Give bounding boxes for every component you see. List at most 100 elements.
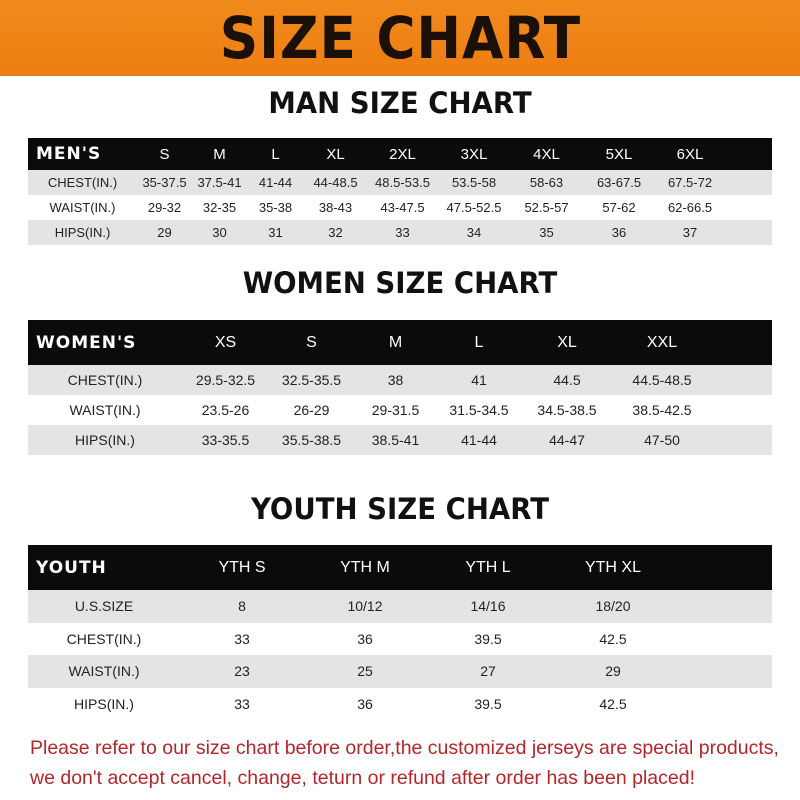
cell: S	[306, 333, 317, 351]
cell: S	[159, 145, 170, 163]
cell: 33	[395, 225, 410, 240]
banner: SIZE CHART	[0, 0, 800, 76]
table-row: CHEST(IN.) 29.5-32.5 32.5-35.5 38 41 44.5 44.5…	[28, 365, 772, 395]
cell: 26-29	[293, 402, 330, 418]
cell: YTH M	[340, 558, 390, 576]
cell: 29-31.5	[371, 402, 420, 418]
women-size-table: WOMEN'S XS S M L XL XXL CHEST(IN.) 29.5-32.5 32.5…	[28, 320, 772, 455]
cell: 67.5-72	[667, 175, 713, 190]
cell: 38	[387, 372, 404, 388]
table-row: U.S.SIZE 8 10/12 14/16 18/20	[28, 590, 772, 623]
cell: 2XL	[389, 145, 416, 163]
header-row: WOMEN'S XS S M L XL XXL	[28, 320, 772, 365]
note-line-2: we don't accept cancel, change, teturn o…	[30, 767, 695, 789]
order-note: Please refer to our size chart before or…	[30, 733, 790, 793]
cell: 57-62	[602, 200, 636, 215]
cell: 43-47.5	[380, 200, 425, 215]
cell: YTH L	[465, 558, 511, 576]
row-label: HIPS(IN.)	[54, 225, 111, 240]
cell: YTH S	[218, 558, 266, 576]
note-line-1: Please refer to our size chart before or…	[30, 737, 779, 759]
cell: L	[271, 145, 280, 163]
youth-size-table: YOUTH YTH S YTH M YTH L YTH XL U.S.SIZE 8 10/12…	[28, 545, 772, 720]
youth-title: YOUTH SIZE CHART	[250, 492, 550, 526]
row-label: MEN'S	[36, 144, 102, 164]
cell: XXL	[646, 333, 678, 351]
cell: 41-44	[461, 432, 497, 448]
header-row: MEN'S S M L XL 2XL 3XL 4XL 5XL 6XL	[28, 138, 772, 170]
cell: 31	[268, 225, 283, 240]
cell: XL	[557, 333, 577, 351]
cell: 36	[357, 695, 373, 712]
cell: 44-47	[549, 432, 585, 448]
men-size-table: MEN'S S M L XL 2XL 3XL 4XL 5XL 6XL CHEST(IN.) 35-37…	[28, 138, 772, 245]
cell: 23.5-26	[201, 402, 250, 418]
cell: 34	[466, 225, 482, 240]
table-row: WAIST(IN.) 29-32 32-35 35-38 38-43 43-47.5 47.…	[28, 195, 772, 220]
cell: 36	[357, 630, 373, 647]
cell: 39.5	[474, 695, 502, 712]
cell: 27	[480, 663, 496, 680]
table-row: HIPS(IN.) 33 36 39.5 42.5	[28, 687, 772, 720]
cell: 41-44	[258, 175, 293, 190]
row-label: CHEST(IN.)	[47, 175, 118, 190]
row-label: HIPS(IN.)	[74, 695, 134, 712]
table-row: HIPS(IN.) 33-35.5 35.5-38.5 38.5-41 41-44 44-…	[28, 425, 772, 455]
cell: 35	[539, 225, 554, 240]
cell: YTH XL	[584, 558, 641, 576]
cell: 38.5-42.5	[632, 402, 692, 418]
cell: 38.5-41	[371, 432, 420, 448]
cell: 33	[234, 695, 250, 712]
cell: 39.5	[474, 630, 502, 647]
cell: 37.5-41	[197, 175, 242, 190]
cell: 41	[471, 372, 487, 388]
cell: M	[388, 333, 403, 351]
cell: 23	[234, 663, 250, 680]
row-label: WOMEN'S	[36, 332, 137, 353]
cell: 42.5	[599, 695, 627, 712]
cell: 29	[605, 663, 621, 680]
cell: M	[213, 145, 226, 163]
cell: 32	[328, 225, 343, 240]
row-label: WAIST(IN.)	[49, 200, 116, 215]
cell: 47.5-52.5	[446, 200, 502, 215]
cell: 3XL	[460, 145, 488, 163]
cell: 62-66.5	[667, 200, 713, 215]
women-title: WOMEN SIZE CHART	[242, 266, 558, 300]
cell: 34.5-38.5	[537, 402, 597, 418]
row-label: WAIST(IN.)	[68, 663, 140, 680]
cell: 32-35	[202, 200, 237, 215]
row-label: CHEST(IN.)	[67, 372, 143, 388]
row-label: YOUTH	[36, 557, 107, 578]
cell: 29-32	[147, 200, 182, 215]
table-row: WAIST(IN.) 23.5-26 26-29 29-31.5 31.5-34.5 34…	[28, 395, 772, 425]
cell: XL	[326, 145, 345, 163]
row-label: CHEST(IN.)	[66, 630, 142, 647]
cell: 44-48.5	[313, 175, 358, 190]
cell: 32.5-35.5	[281, 372, 342, 388]
men-title: MAN SIZE CHART	[268, 86, 532, 120]
cell: XS	[214, 333, 237, 351]
table-row: WAIST(IN.) 23 25 27 29	[28, 655, 772, 688]
cell: 14/16	[470, 598, 506, 615]
row-label: WAIST(IN.)	[69, 402, 141, 418]
cell: 37	[682, 225, 698, 240]
row-label: U.S.SIZE	[74, 598, 134, 615]
row-label: HIPS(IN.)	[75, 432, 135, 448]
cell: 25	[357, 663, 373, 680]
cell: 35-38	[258, 200, 293, 215]
cell: 38-43	[318, 200, 353, 215]
cell: 35.5-38.5	[281, 432, 342, 448]
cell: 58-63	[529, 175, 564, 190]
cell: 44.5	[553, 372, 581, 388]
table-row: CHEST(IN.) 35-37.5 37.5-41 41-44 44-48.5 48.5…	[28, 170, 772, 195]
cell: 33	[234, 630, 250, 647]
cell: 47-50	[644, 432, 680, 448]
cell: 5XL	[605, 145, 633, 163]
cell: 48.5-53.5	[375, 175, 430, 190]
cell: 42.5	[599, 630, 627, 647]
table-row: CHEST(IN.) 33 36 39.5 42.5	[28, 622, 772, 655]
cell: 63-67.5	[596, 175, 642, 190]
cell: 44.5-48.5	[632, 372, 692, 388]
